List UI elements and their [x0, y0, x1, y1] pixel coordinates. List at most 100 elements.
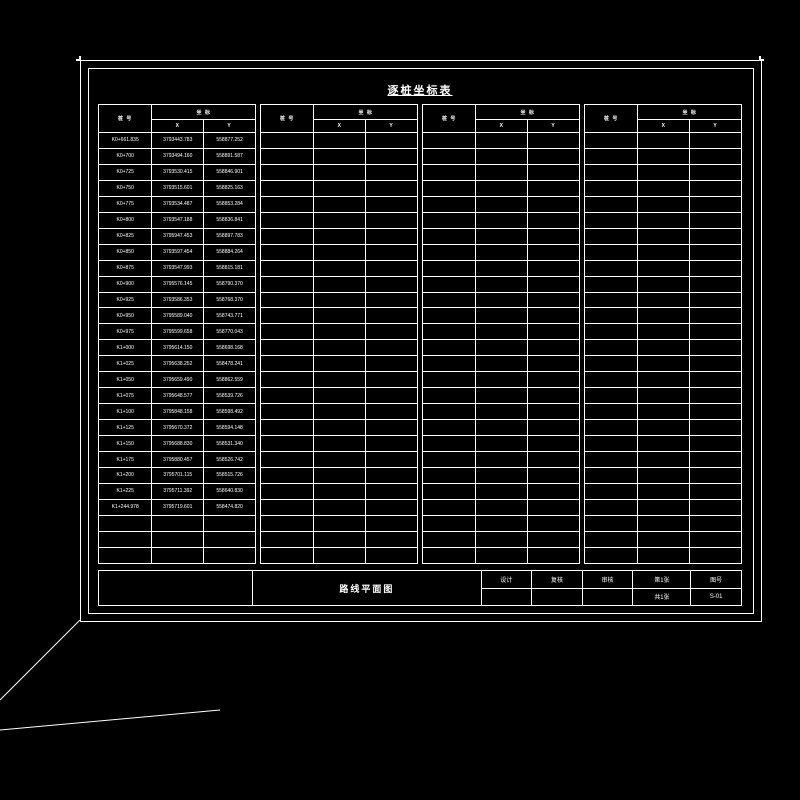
cell-y — [528, 499, 580, 515]
cell-p — [423, 547, 476, 563]
cell-x — [638, 468, 690, 484]
table-row — [261, 483, 418, 499]
cell-y — [528, 180, 580, 196]
cell-x — [476, 436, 528, 452]
cell-y — [366, 260, 418, 276]
cell-p — [423, 483, 476, 499]
cell-x: 3795638.252 — [152, 356, 204, 372]
cell-y — [690, 531, 742, 547]
table-row — [585, 196, 742, 212]
cell-p: K0+975 — [99, 324, 152, 340]
table-row — [261, 308, 418, 324]
table-row: K0+7253793530.415558846.901 — [99, 164, 256, 180]
header-y: Y — [204, 120, 256, 133]
table-row: K1+0003795614.150558698.168 — [99, 340, 256, 356]
cell-y: 558478.241 — [204, 356, 256, 372]
sheet-b: 共1张 — [633, 588, 691, 606]
cell-p — [585, 244, 638, 260]
cell-y — [528, 133, 580, 149]
cell-x — [476, 180, 528, 196]
cell-x — [314, 547, 366, 563]
header-point: 桩 号 — [585, 105, 638, 133]
coord-table-group-3: 桩 号坐 标XY — [584, 104, 742, 564]
cell-p — [585, 133, 638, 149]
cell-p — [99, 547, 152, 563]
cell-x — [314, 436, 366, 452]
cell-p — [585, 292, 638, 308]
cell-p — [261, 515, 314, 531]
table-row — [261, 436, 418, 452]
table-row — [423, 292, 580, 308]
cell-x: 3795589.040 — [152, 308, 204, 324]
cell-x — [638, 420, 690, 436]
table-row: K1+0253795638.252558478.241 — [99, 356, 256, 372]
table-row — [261, 228, 418, 244]
cell-p: K0+775 — [99, 196, 152, 212]
cell-y — [528, 212, 580, 228]
sheet-a: 第1张 — [633, 571, 691, 589]
table-row: K0+8003793547.188558836.841 — [99, 212, 256, 228]
header-point: 桩 号 — [261, 105, 314, 133]
table-row — [261, 292, 418, 308]
table-row: K1+1253795670.372558594.148 — [99, 420, 256, 436]
cell-p: K0+950 — [99, 308, 152, 324]
table-row: K0+9753795599.658558770.043 — [99, 324, 256, 340]
cell-p: K1+175 — [99, 452, 152, 468]
cell-x — [314, 324, 366, 340]
cell-p: K0+700 — [99, 148, 152, 164]
cell-x: 3795648.577 — [152, 388, 204, 404]
header-point: 桩 号 — [423, 105, 476, 133]
cell-y: 558743.771 — [204, 308, 256, 324]
cell-p — [423, 228, 476, 244]
table-row — [423, 388, 580, 404]
val-design — [481, 588, 532, 606]
cell-p — [423, 324, 476, 340]
label-design: 设计 — [481, 571, 532, 589]
table-row — [99, 531, 256, 547]
cell-y — [366, 436, 418, 452]
table-row — [423, 180, 580, 196]
cell-p — [585, 212, 638, 228]
cell-y: 558640.830 — [204, 483, 256, 499]
cell-y — [366, 276, 418, 292]
cell-y — [528, 148, 580, 164]
cell-x: 3795688.830 — [152, 436, 204, 452]
cell-x — [476, 515, 528, 531]
cell-y — [528, 388, 580, 404]
cell-y — [366, 452, 418, 468]
table-row — [261, 180, 418, 196]
cell-y — [690, 499, 742, 515]
cell-x — [476, 308, 528, 324]
cell-p: K0+850 — [99, 244, 152, 260]
cell-y: 558770.043 — [204, 324, 256, 340]
cell-p: K0+750 — [99, 180, 152, 196]
cell-y: 558846.901 — [204, 164, 256, 180]
cell-x: 3793534.487 — [152, 196, 204, 212]
cell-x: 3793530.415 — [152, 164, 204, 180]
cell-p — [261, 452, 314, 468]
cell-x: 3793597.454 — [152, 244, 204, 260]
cell-y — [366, 483, 418, 499]
table-row — [585, 164, 742, 180]
table-row: K1+1003795848.158558598.492 — [99, 404, 256, 420]
cell-x: 3795576.145 — [152, 276, 204, 292]
cell-x — [152, 515, 204, 531]
cell-y — [690, 148, 742, 164]
cell-x — [314, 531, 366, 547]
header-point: 桩 号 — [99, 105, 152, 133]
cell-y — [366, 292, 418, 308]
table-row — [585, 148, 742, 164]
cell-y — [528, 452, 580, 468]
cell-p: K1+075 — [99, 388, 152, 404]
cell-x — [476, 212, 528, 228]
table-row — [585, 436, 742, 452]
cell-x — [638, 196, 690, 212]
cell-x — [476, 388, 528, 404]
header-x: X — [314, 120, 366, 133]
cell-p: K1+125 — [99, 420, 152, 436]
cell-x — [314, 292, 366, 308]
cell-y — [366, 468, 418, 484]
table-row — [423, 308, 580, 324]
table-row — [423, 164, 580, 180]
table-row — [261, 468, 418, 484]
